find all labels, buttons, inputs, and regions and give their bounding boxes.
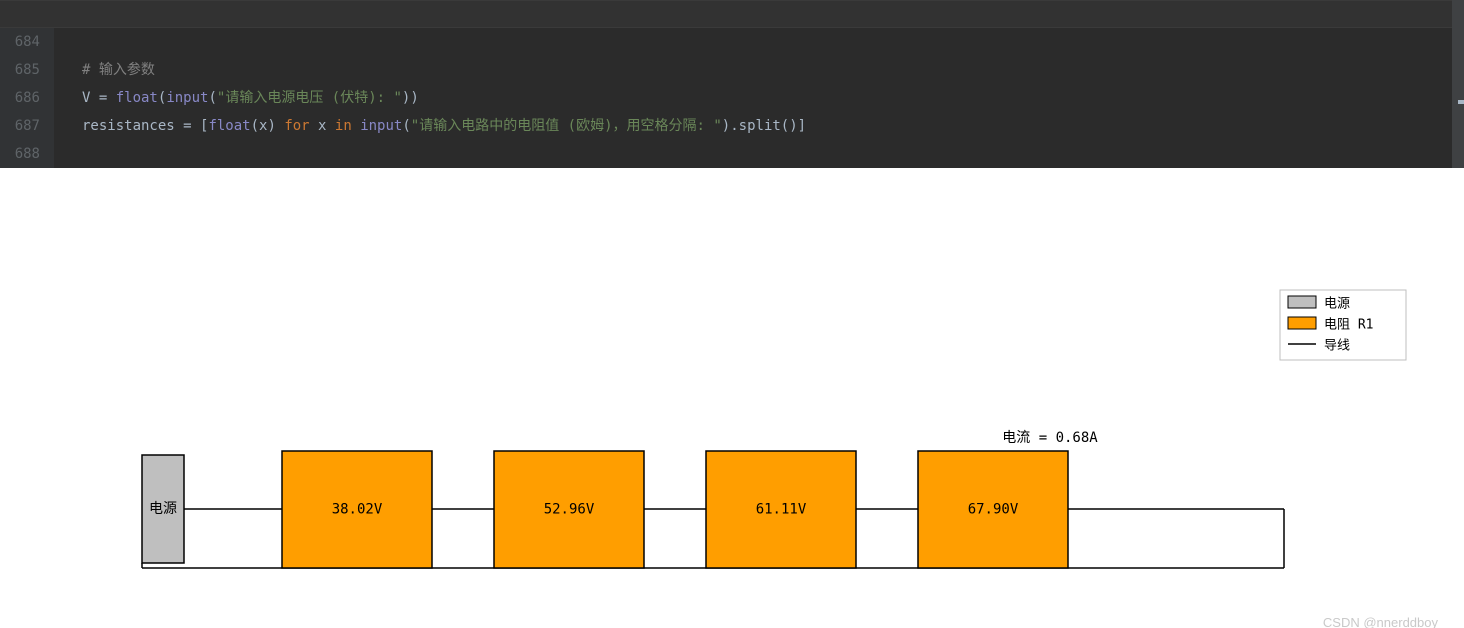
- circuit-diagram: 电源38.02V52.96V61.11V67.90V电流 = 0.68A电源电阻…: [0, 168, 1452, 628]
- line-number: 687: [6, 112, 40, 140]
- legend-swatch: [1288, 317, 1316, 329]
- legend-label: 导线: [1324, 339, 1350, 354]
- code-line: [82, 140, 1464, 168]
- watermark-text: CSDN @nnerddboy: [1323, 615, 1438, 628]
- legend-swatch: [1288, 296, 1316, 308]
- line-number: 686: [6, 84, 40, 112]
- power-label: 电源: [149, 501, 177, 517]
- code-line: # 输入参数: [82, 56, 1464, 84]
- line-number: 688: [6, 140, 40, 168]
- scrollbar-strip[interactable]: [1452, 0, 1464, 168]
- code-line: V = float(input("请输入电源电压 (伏特): ")): [82, 84, 1464, 112]
- code-line: [82, 0, 1464, 28]
- line-number: 685: [6, 56, 40, 84]
- resistor-voltage-label: 61.11V: [756, 502, 807, 518]
- code-area[interactable]: # 输入参数 V = float(input("请输入电源电压 (伏特): ")…: [54, 0, 1464, 168]
- resistor-voltage-label: 38.02V: [332, 502, 383, 518]
- code-line: [82, 28, 1464, 56]
- legend-label: 电阻 R1: [1324, 318, 1373, 333]
- resistor-voltage-label: 67.90V: [968, 502, 1019, 518]
- circuit-diagram-panel: 电源38.02V52.96V61.11V67.90V电流 = 0.68A电源电阻…: [0, 168, 1452, 628]
- code-line: resistances = [float(x) for x in input("…: [82, 112, 1464, 140]
- code-editor: 683 684 685 686 687 688 # 输入参数 V = float…: [0, 0, 1464, 168]
- marker-icon: [1458, 100, 1464, 104]
- line-number: 684: [6, 28, 40, 56]
- current-label: 电流 = 0.68A: [1002, 430, 1098, 446]
- resistor-voltage-label: 52.96V: [544, 502, 595, 518]
- legend-label: 电源: [1324, 297, 1350, 312]
